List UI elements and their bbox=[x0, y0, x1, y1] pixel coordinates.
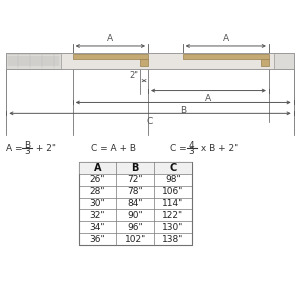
Text: 28": 28" bbox=[90, 187, 105, 196]
Text: 122": 122" bbox=[162, 211, 183, 220]
Bar bbox=[73, 54, 148, 59]
Bar bbox=[79, 162, 192, 245]
Text: B: B bbox=[24, 140, 30, 149]
Bar bbox=[140, 59, 148, 66]
Bar bbox=[6, 53, 294, 69]
Text: 72": 72" bbox=[128, 175, 143, 184]
Text: 78": 78" bbox=[127, 187, 143, 196]
Text: 2": 2" bbox=[129, 71, 138, 80]
Text: 84": 84" bbox=[128, 199, 143, 208]
Text: A: A bbox=[107, 34, 113, 43]
Text: A: A bbox=[206, 94, 212, 103]
Text: 130": 130" bbox=[162, 223, 184, 232]
Text: C =: C = bbox=[170, 143, 189, 152]
Text: 138": 138" bbox=[162, 235, 184, 244]
Text: + 2": + 2" bbox=[33, 143, 56, 152]
Text: B: B bbox=[180, 106, 186, 115]
Text: 96": 96" bbox=[127, 223, 143, 232]
Bar bbox=[6, 53, 294, 69]
Text: 98": 98" bbox=[165, 175, 181, 184]
Text: 106": 106" bbox=[162, 187, 184, 196]
Text: A: A bbox=[94, 163, 101, 173]
Text: 3: 3 bbox=[189, 148, 194, 157]
Text: x B + 2": x B + 2" bbox=[198, 143, 238, 152]
Text: 3: 3 bbox=[24, 148, 30, 157]
Text: 4: 4 bbox=[189, 140, 194, 149]
Text: C: C bbox=[147, 117, 153, 126]
Text: 90": 90" bbox=[127, 211, 143, 220]
Text: B: B bbox=[131, 163, 139, 173]
Bar bbox=[274, 53, 294, 69]
Text: C: C bbox=[169, 163, 176, 173]
Text: 26": 26" bbox=[90, 175, 105, 184]
Text: 30": 30" bbox=[90, 199, 105, 208]
Text: A =: A = bbox=[6, 143, 26, 152]
Text: 114": 114" bbox=[162, 199, 183, 208]
Bar bbox=[6, 53, 61, 69]
Bar bbox=[183, 54, 269, 59]
Bar bbox=[261, 59, 269, 66]
Text: 36": 36" bbox=[90, 235, 105, 244]
Text: C = A + B: C = A + B bbox=[91, 143, 136, 152]
Text: 102": 102" bbox=[124, 235, 146, 244]
Text: 32": 32" bbox=[90, 211, 105, 220]
Bar bbox=[79, 162, 192, 174]
Text: 34": 34" bbox=[90, 223, 105, 232]
Text: A: A bbox=[223, 34, 229, 43]
